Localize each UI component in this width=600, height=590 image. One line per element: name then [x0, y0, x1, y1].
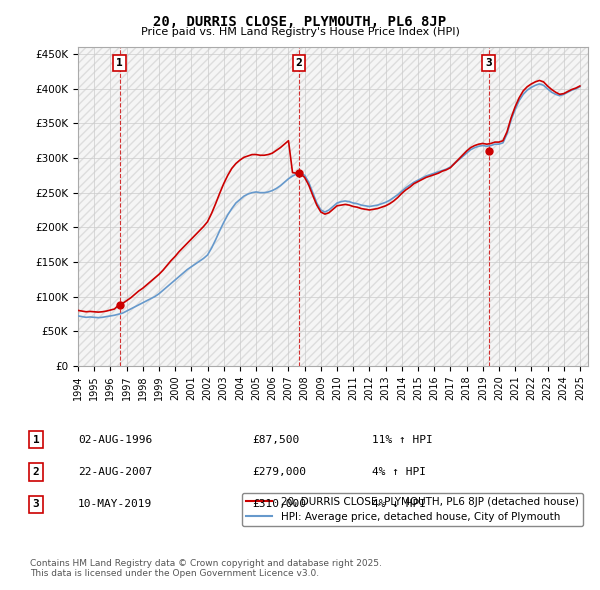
Text: 10-MAY-2019: 10-MAY-2019 — [78, 500, 152, 509]
Text: 3: 3 — [485, 58, 492, 68]
Text: 3: 3 — [32, 500, 40, 509]
Text: 1: 1 — [116, 58, 123, 68]
Text: £87,500: £87,500 — [252, 435, 299, 444]
Text: 4% ↑ HPI: 4% ↑ HPI — [372, 467, 426, 477]
Text: 2: 2 — [32, 467, 40, 477]
Text: 2: 2 — [295, 58, 302, 68]
Text: Price paid vs. HM Land Registry's House Price Index (HPI): Price paid vs. HM Land Registry's House … — [140, 27, 460, 37]
Text: 22-AUG-2007: 22-AUG-2007 — [78, 467, 152, 477]
Text: 4% ↓ HPI: 4% ↓ HPI — [372, 500, 426, 509]
Text: £279,000: £279,000 — [252, 467, 306, 477]
Text: Contains HM Land Registry data © Crown copyright and database right 2025.
This d: Contains HM Land Registry data © Crown c… — [30, 559, 382, 578]
Legend: 20, DURRIS CLOSE, PLYMOUTH, PL6 8JP (detached house), HPI: Average price, detach: 20, DURRIS CLOSE, PLYMOUTH, PL6 8JP (det… — [242, 493, 583, 526]
Text: 20, DURRIS CLOSE, PLYMOUTH, PL6 8JP: 20, DURRIS CLOSE, PLYMOUTH, PL6 8JP — [154, 15, 446, 29]
Text: £310,000: £310,000 — [252, 500, 306, 509]
Text: 1: 1 — [32, 435, 40, 444]
Text: 11% ↑ HPI: 11% ↑ HPI — [372, 435, 433, 444]
Text: 02-AUG-1996: 02-AUG-1996 — [78, 435, 152, 444]
